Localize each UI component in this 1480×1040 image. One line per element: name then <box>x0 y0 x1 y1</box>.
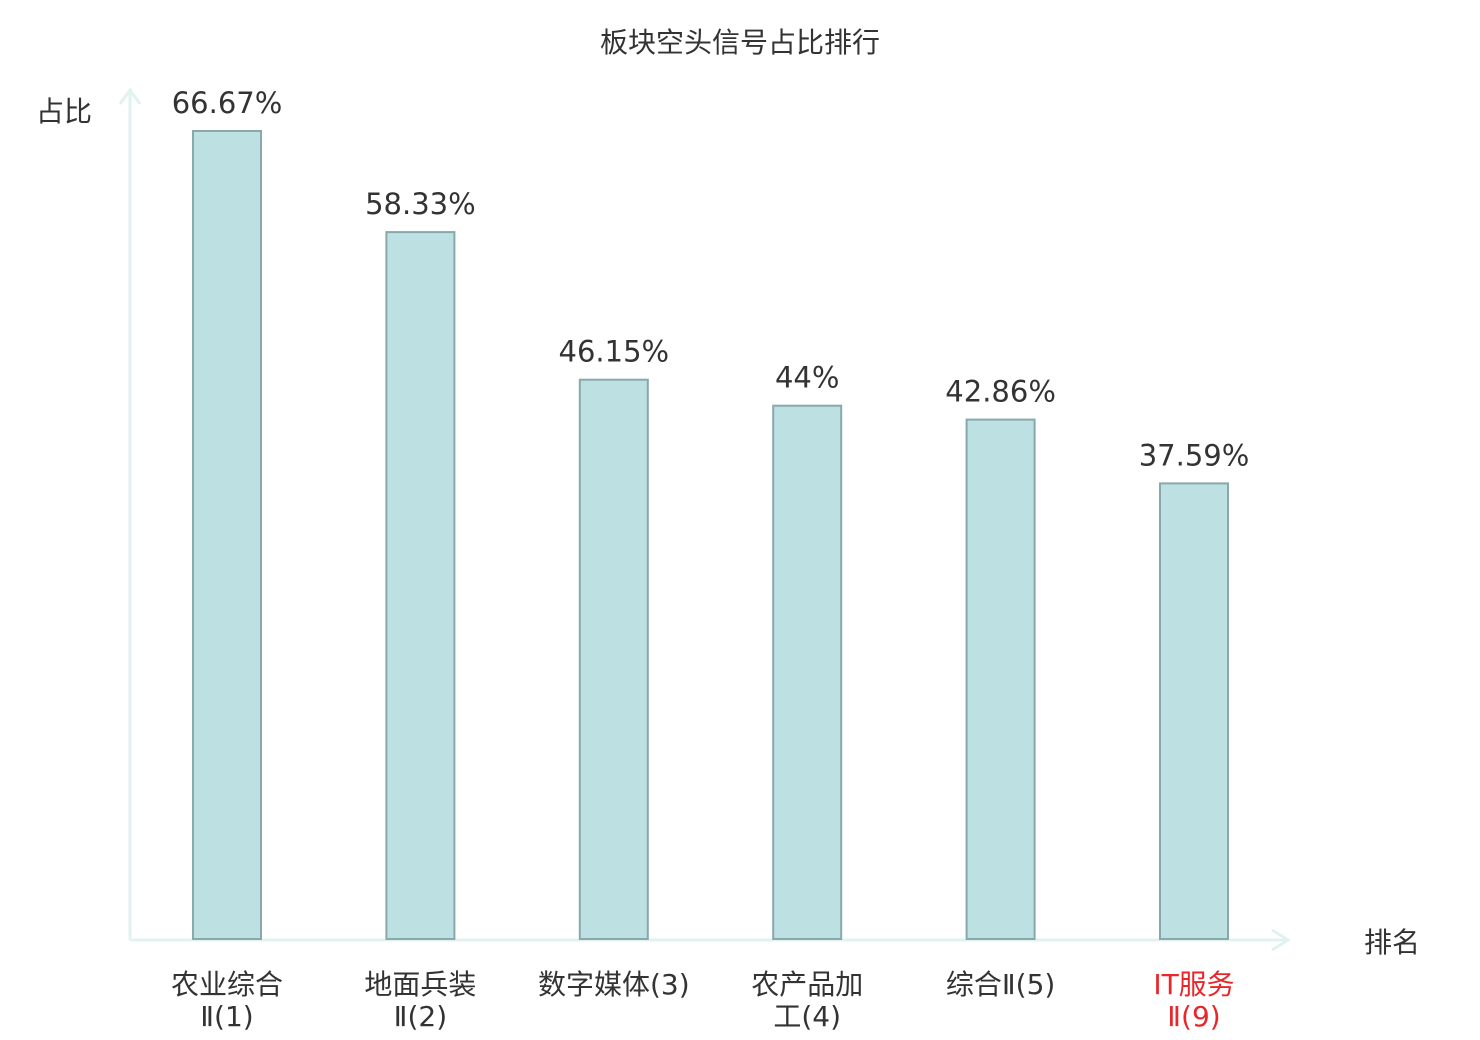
category-label: 农业综合 <box>171 968 283 1001</box>
bars <box>192 130 1229 941</box>
bar-value-label: 66.67% <box>172 86 283 120</box>
bar-value-label: 42.86% <box>945 375 1056 409</box>
category-label: 数字媒体(3) <box>538 968 690 1001</box>
category-label-line2: Ⅱ(2) <box>394 1000 447 1033</box>
bar-value-label: 44% <box>775 361 839 395</box>
x-axis-label: 排名 <box>1364 926 1420 959</box>
y-axis-label: 占比 <box>36 95 92 128</box>
bar <box>772 404 843 940</box>
bar <box>1159 482 1229 940</box>
chart-title: 板块空头信号占比排行 <box>600 26 880 59</box>
bar-value-label: 58.33% <box>365 187 476 221</box>
bar <box>385 231 456 941</box>
category-label: 地面兵装 <box>364 968 476 1001</box>
category-label: 农产品加 <box>751 968 863 1001</box>
value-labels: 66.67% 58.33% 46.15% 44% 42.86% 37.59% <box>172 86 1250 472</box>
category-label-line2: Ⅱ(1) <box>200 1000 253 1033</box>
bar <box>578 378 649 940</box>
category-label-line2: 工(4) <box>773 1000 841 1033</box>
bar-value-label: 37.59% <box>1139 438 1250 472</box>
bar <box>192 130 262 940</box>
y-axis <box>118 87 142 940</box>
category-label: IT服务 <box>1153 968 1234 1001</box>
category-label: 综合Ⅱ(5) <box>946 968 1055 1001</box>
bar <box>965 418 1036 941</box>
category-label-line2: Ⅱ(9) <box>1167 1000 1220 1033</box>
bar-value-label: 46.15% <box>559 335 670 369</box>
x-axis <box>130 928 1291 952</box>
